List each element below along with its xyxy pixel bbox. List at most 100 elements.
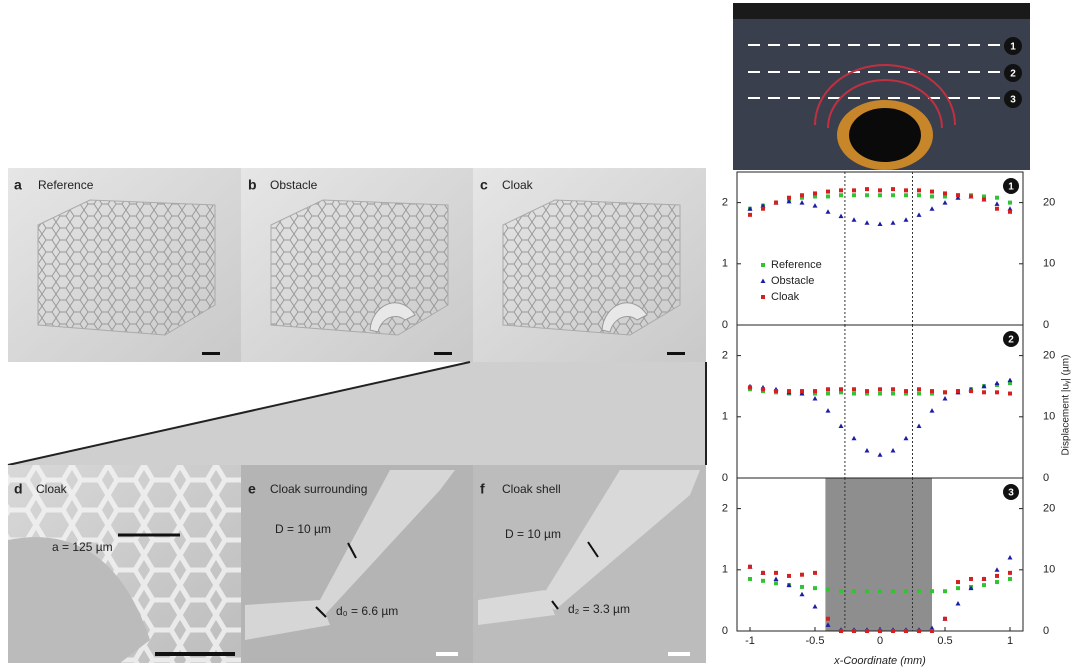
y2-tick-label: 20	[1043, 503, 1055, 515]
data-point	[955, 600, 961, 606]
data-point	[930, 629, 934, 633]
data-point	[786, 582, 792, 588]
data-point	[982, 576, 986, 581]
data-point	[838, 423, 844, 428]
measure-line	[551, 600, 559, 610]
data-point	[891, 629, 895, 633]
y-tick-label: 2	[722, 503, 728, 515]
data-point	[943, 390, 947, 395]
obstacle-hole	[849, 108, 921, 162]
data-point	[994, 380, 1000, 386]
x-tick-label: -0.5	[806, 635, 825, 647]
data-point	[852, 188, 856, 193]
data-point	[904, 389, 908, 394]
legend-marker	[760, 278, 766, 283]
y2-tick-label: 10	[1043, 564, 1055, 576]
data-point	[839, 390, 843, 395]
measure-line	[587, 541, 599, 558]
panel-badge	[1003, 484, 1019, 500]
data-point	[852, 589, 856, 594]
data-point	[956, 586, 960, 591]
annotation: d₂ = 3.3 µm	[568, 602, 630, 616]
data-point	[917, 589, 921, 594]
legend-marker	[761, 263, 765, 267]
panel-letter: d	[14, 481, 23, 497]
data-point	[748, 576, 752, 581]
y-tick-label: 1	[722, 258, 728, 270]
line-marker	[1004, 64, 1022, 82]
data-point	[943, 194, 947, 199]
data-point	[956, 580, 960, 585]
data-point	[787, 195, 791, 200]
x-tick-label: 0	[877, 635, 883, 647]
data-point	[839, 589, 843, 594]
chart-title: 1	[1008, 182, 1014, 193]
data-point	[904, 188, 908, 193]
panel-label: Obstacle	[270, 178, 318, 192]
data-point	[1007, 555, 1013, 560]
measure-line	[347, 542, 357, 559]
data-point	[982, 194, 986, 199]
data-point	[1007, 377, 1013, 383]
lattice	[502, 199, 681, 336]
data-point	[800, 584, 804, 589]
data-point	[891, 193, 895, 198]
data-point	[761, 578, 765, 583]
data-point	[878, 387, 882, 392]
panel-label: Reference	[38, 178, 94, 192]
data-point	[826, 194, 830, 199]
cloak-outline	[827, 79, 943, 129]
data-point	[981, 383, 987, 389]
data-point	[865, 629, 869, 633]
data-point	[825, 408, 831, 413]
data-point	[995, 206, 999, 211]
obstacle-shell	[601, 302, 648, 333]
data-point	[943, 616, 947, 621]
x-axis-label: x-Coordinate (mm)	[833, 655, 926, 667]
chart-title: 2	[1008, 335, 1014, 346]
legend-label: Reference	[771, 259, 822, 271]
panel-letter: c	[480, 177, 488, 193]
data-point	[955, 195, 961, 200]
data-point	[813, 570, 817, 575]
data-point	[1008, 381, 1012, 386]
data-point	[942, 395, 948, 401]
scale-bar	[202, 352, 220, 355]
y2-tick-label: 0	[1043, 319, 1049, 331]
y-tick-label: 1	[722, 411, 728, 423]
data-point	[1007, 206, 1013, 211]
data-point	[786, 198, 792, 204]
data-point	[774, 581, 778, 586]
data-point	[891, 391, 895, 396]
measure-line	[315, 606, 327, 618]
data-point	[969, 389, 973, 394]
data-point	[982, 390, 986, 395]
photo-edge	[733, 3, 1030, 19]
x-tick-label: 1	[1007, 635, 1013, 647]
annotation: D = 10 µm	[505, 527, 561, 541]
strut	[540, 470, 700, 610]
data-point	[812, 395, 818, 401]
photo-row-top: a Reference b Obstacle c Cloak	[8, 168, 706, 362]
legend-label: Cloak	[771, 291, 800, 303]
cloak-outline	[814, 64, 956, 126]
data-point	[878, 391, 882, 396]
data-point	[774, 570, 778, 575]
data-point	[930, 189, 934, 194]
data-point	[813, 194, 817, 199]
data-point	[968, 585, 974, 591]
line-number: 2	[1010, 69, 1016, 80]
scale-bar	[434, 352, 452, 355]
data-point	[878, 589, 882, 594]
data-point	[1008, 576, 1012, 581]
data-point	[930, 391, 934, 396]
data-point	[916, 423, 922, 428]
data-point	[930, 389, 934, 394]
annotation: a = 125 µm	[52, 540, 113, 554]
strut	[478, 590, 555, 625]
strut	[320, 470, 455, 620]
data-point	[799, 200, 805, 205]
panel-label: Cloak shell	[502, 482, 561, 496]
